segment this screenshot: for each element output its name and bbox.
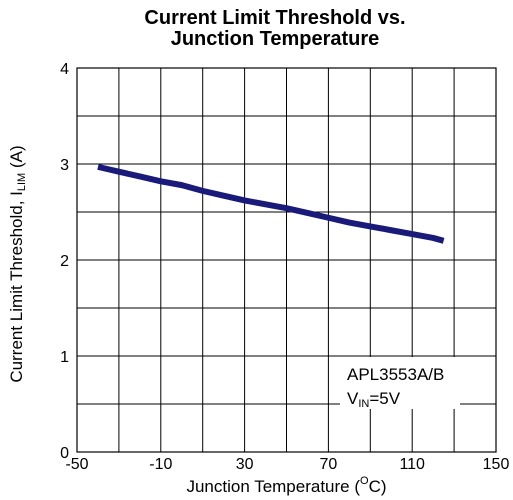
x-tick-label: -10 [149,456,172,473]
chart-title-line-1: Current Limit Threshold vs. [144,7,406,29]
y-tick-labels: 0 1 2 3 4 [60,61,69,462]
y-tick-label: 3 [60,157,69,174]
x-tick-label: 150 [483,456,510,473]
x-axis-label: Junction Temperature (OC) [186,475,386,496]
x-tick-label: -50 [65,456,88,473]
annotation-condition: VIN=5V [347,389,401,410]
annotation-device: APL3553A/B [347,365,444,384]
y-tick-label: 2 [60,253,69,270]
x-tick-label: 110 [399,456,425,473]
x-tick-labels: -50 -10 30 70 110 150 [65,456,509,473]
y-tick-label: 1 [60,349,69,366]
y-tick-label: 4 [60,61,69,78]
series-line [97,163,445,244]
y-tick-label: 0 [60,445,69,462]
y-axis-label: Current Limit Threshold, ILIM (A) [7,145,28,382]
x-tick-label: 70 [320,456,338,473]
x-tick-label: 30 [236,456,254,473]
chart-title-line-2: Junction Temperature [170,28,380,50]
plot-frame [76,67,497,453]
annotation-box [340,357,460,409]
